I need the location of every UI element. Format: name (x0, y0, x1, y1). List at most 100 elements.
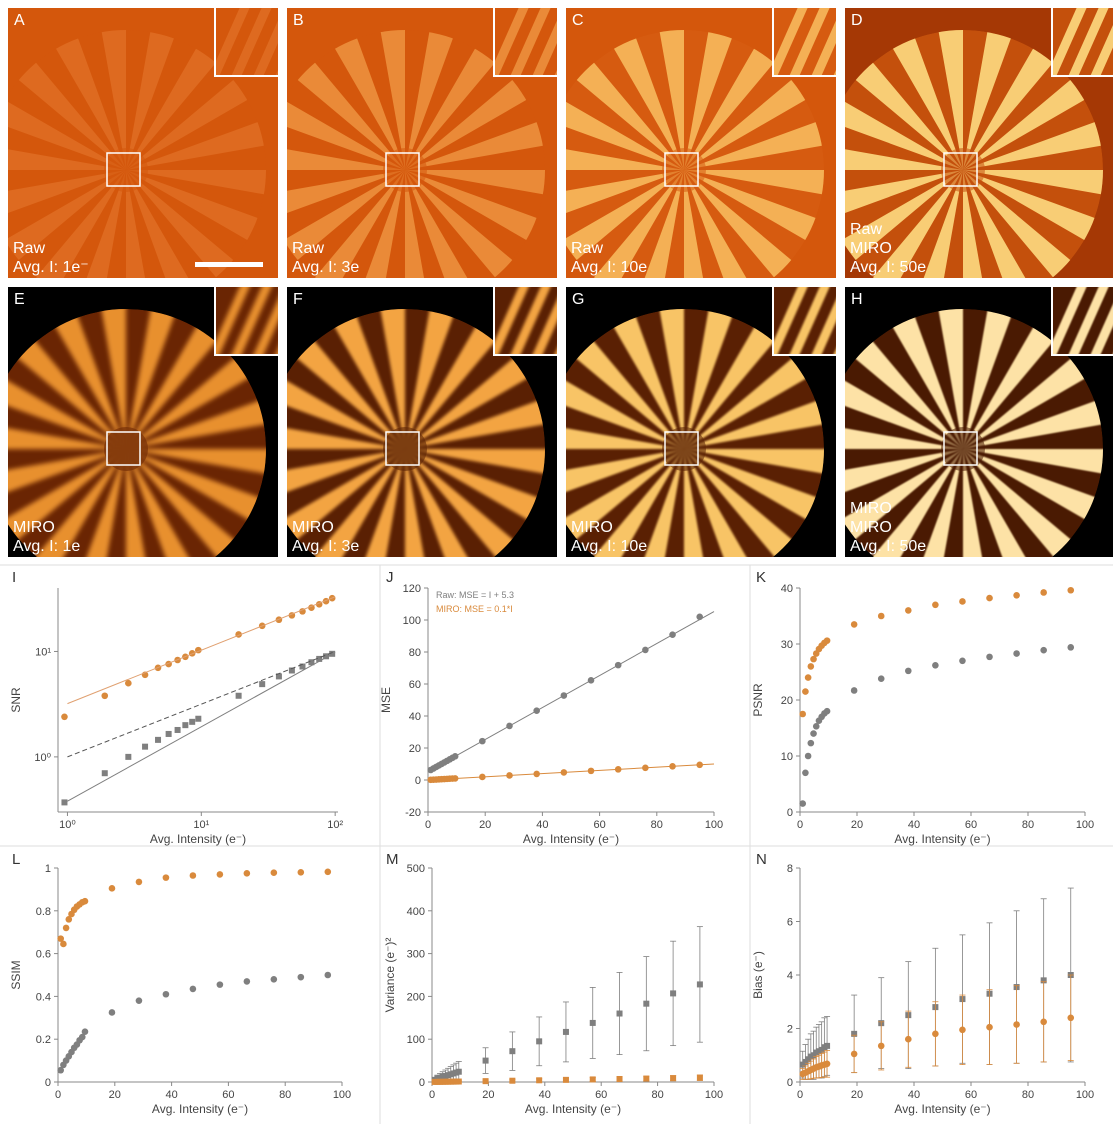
point (217, 981, 224, 988)
x-tick-label: 60 (965, 1089, 977, 1101)
x-tick-label: 20 (109, 1089, 121, 1101)
panel-caption: MIRO (850, 240, 892, 257)
point (959, 598, 966, 605)
point (905, 1036, 912, 1043)
y-tick-label: 0 (415, 775, 421, 787)
point (60, 941, 67, 948)
y-axis-title: Bias (e⁻) (751, 951, 765, 999)
y-tick-label: 10¹ (35, 646, 51, 658)
point (810, 730, 817, 737)
y-tick-label: 0 (787, 807, 793, 819)
y-tick-label: 8 (787, 863, 793, 875)
point (142, 744, 148, 750)
x-tick-label: 80 (651, 819, 663, 831)
point (195, 716, 201, 722)
x-tick-label: 80 (1022, 1089, 1034, 1101)
panel-caption: Avg. I: 10e (571, 538, 647, 555)
point (325, 869, 332, 876)
y-tick-label: 0 (419, 1077, 425, 1089)
panel-letter: G (572, 291, 584, 308)
x-tick-label: 20 (851, 819, 863, 831)
y-axis-title: PSNR (751, 683, 765, 717)
y-tick-label: -20 (405, 807, 421, 819)
point (590, 1020, 596, 1026)
x-tick-label: 20 (482, 1089, 494, 1101)
panel-letter: D (851, 12, 863, 29)
point (259, 681, 265, 687)
panel-label: I (12, 569, 16, 586)
x-tick-label: 0 (55, 1089, 61, 1101)
x-tick-label: 10¹ (193, 819, 209, 831)
panel-caption: MIRO (571, 519, 613, 536)
panel-label: L (12, 851, 20, 868)
point (905, 668, 912, 675)
panel-caption: Avg. I: 3e (292, 538, 359, 555)
point (244, 870, 251, 877)
point (1067, 1015, 1074, 1022)
panel-label: J (386, 569, 394, 586)
panel-caption: MIRO (850, 519, 892, 536)
point (697, 1075, 703, 1081)
y-tick-label: 0 (787, 1077, 793, 1089)
y-tick-label: 0.2 (36, 1034, 51, 1046)
point (697, 981, 703, 987)
y-axis-title: SSIM (9, 960, 23, 989)
point (824, 637, 831, 644)
panel-letter: C (572, 12, 584, 29)
image-body (245, 0, 599, 330)
point (325, 972, 332, 979)
point (63, 925, 70, 932)
x-tick-label: 40 (165, 1089, 177, 1101)
point (456, 1079, 462, 1085)
point (1040, 647, 1047, 654)
point (190, 986, 197, 993)
x-tick-label: 40 (908, 819, 920, 831)
point (802, 770, 809, 777)
point (1040, 589, 1047, 596)
point (932, 1031, 939, 1038)
point (643, 1076, 649, 1082)
point (1067, 587, 1074, 594)
figure: ARawAvg. I: 1e⁻BRawAvg. I: 3eC Raw Avg. I:… (0, 0, 1113, 1124)
point (563, 1077, 569, 1083)
point (824, 1061, 831, 1068)
y-axis-title: Variance (e⁻)² (383, 938, 397, 1013)
point (163, 991, 170, 998)
point (810, 656, 817, 663)
x-tick-label: 80 (1022, 819, 1034, 831)
point (851, 621, 858, 628)
point (82, 898, 89, 905)
point (189, 719, 195, 725)
fit-line (67, 652, 335, 801)
x-tick-label: 20 (851, 1089, 863, 1101)
x-tick-label: 80 (279, 1089, 291, 1101)
point (136, 997, 143, 1004)
x-tick-label: 0 (797, 819, 803, 831)
point (1040, 1019, 1047, 1026)
x-tick-label: 10² (327, 819, 343, 831)
y-tick-label: 4 (787, 970, 793, 982)
x-tick-label: 0 (797, 1089, 803, 1101)
point (563, 1029, 569, 1035)
y-tick-label: 0.6 (36, 949, 51, 961)
x-tick-label: 10⁰ (59, 819, 76, 831)
y-tick-label: 6 (787, 917, 793, 929)
y-tick-label: 20 (781, 695, 793, 707)
point (986, 1024, 993, 1031)
point (905, 607, 912, 614)
point (175, 727, 181, 733)
point (808, 663, 815, 670)
panel-caption: Raw (13, 240, 45, 257)
y-tick-label: 40 (781, 583, 793, 595)
point (244, 978, 251, 985)
fit-line (428, 612, 714, 772)
x-axis-title: Avg. Intensity (e⁻) (525, 1102, 621, 1116)
y-tick-label: 300 (407, 949, 425, 961)
panel-letter: E (14, 291, 25, 308)
point (805, 753, 812, 760)
y-tick-label: 120 (403, 583, 421, 595)
